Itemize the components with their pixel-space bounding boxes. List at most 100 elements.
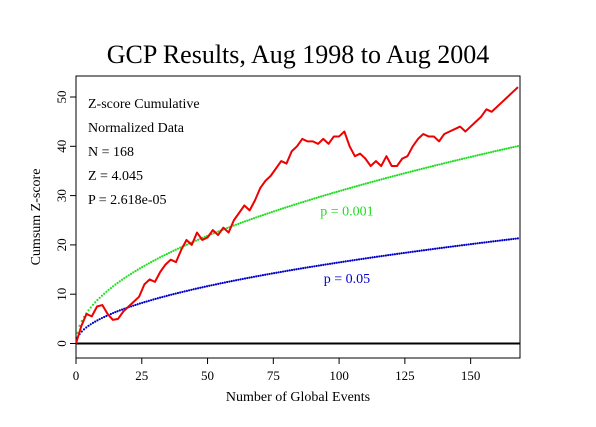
threshold-point	[411, 250, 414, 253]
threshold-point	[127, 274, 130, 277]
x-axis-label: Number of Global Events	[226, 390, 370, 405]
threshold-point	[322, 194, 325, 197]
threshold-point	[447, 245, 450, 249]
threshold-point	[299, 201, 303, 204]
threshold-point	[237, 278, 240, 281]
threshold-point	[400, 252, 403, 255]
threshold-point	[306, 266, 309, 269]
threshold-point	[290, 204, 294, 207]
threshold-point	[141, 266, 144, 269]
threshold-point	[100, 294, 104, 297]
threshold-point	[132, 304, 135, 307]
threshold-point	[158, 296, 162, 299]
threshold-point	[293, 268, 296, 271]
threshold-point	[434, 164, 437, 167]
threshold-point	[109, 312, 112, 316]
threshold-point	[196, 287, 200, 290]
threshold-point	[293, 203, 296, 206]
threshold-point	[118, 280, 121, 283]
threshold-point	[489, 151, 493, 154]
threshold-point	[277, 208, 280, 211]
threshold-point	[255, 275, 258, 278]
threshold-point	[250, 276, 253, 279]
threshold-point	[183, 290, 186, 293]
threshold-point	[454, 245, 457, 248]
threshold-point	[217, 230, 220, 233]
threshold-point	[311, 198, 314, 201]
threshold-point	[264, 273, 267, 276]
threshold-point	[116, 281, 119, 285]
threshold-point	[96, 319, 99, 322]
threshold-point	[380, 178, 383, 181]
threshold-point	[373, 180, 376, 183]
threshold-point	[378, 178, 381, 182]
threshold-point	[516, 237, 519, 240]
threshold-point	[337, 190, 341, 193]
threshold-point	[420, 249, 423, 252]
threshold-point	[469, 155, 473, 158]
threshold-point	[201, 286, 204, 289]
threshold-point	[384, 254, 388, 257]
threshold-point	[306, 199, 309, 202]
threshold-point	[147, 299, 150, 302]
threshold-point	[264, 213, 267, 216]
threshold-point	[369, 256, 372, 259]
threshold-point	[304, 266, 307, 269]
threshold-point	[232, 279, 235, 282]
x-tick-label: 125	[395, 368, 415, 383]
threshold-point	[366, 256, 370, 260]
threshold-point	[427, 248, 430, 251]
threshold-point	[447, 161, 450, 164]
threshold-point	[393, 253, 396, 256]
threshold-point	[176, 291, 180, 295]
threshold-point	[226, 226, 229, 230]
threshold-point	[111, 285, 115, 288]
threshold-point	[185, 243, 188, 246]
info-line: P = 2.618e-05	[88, 193, 167, 208]
threshold-point	[465, 243, 468, 246]
threshold-point	[158, 256, 162, 259]
threshold-point	[389, 175, 392, 179]
threshold-point	[212, 283, 215, 286]
threshold-point	[420, 167, 423, 170]
threshold-point	[273, 272, 276, 275]
threshold-point	[174, 292, 177, 295]
threshold-point	[501, 148, 504, 151]
threshold-point	[485, 241, 488, 244]
threshold-point	[451, 245, 455, 248]
threshold-curve: p = 0.05	[76, 237, 519, 339]
threshold-point	[322, 263, 325, 266]
threshold-point	[326, 263, 329, 266]
threshold-point	[255, 216, 258, 219]
threshold-point	[507, 238, 511, 241]
threshold-point	[161, 295, 164, 299]
threshold-point	[498, 149, 502, 152]
threshold-point	[219, 282, 222, 285]
threshold-point	[266, 273, 269, 276]
threshold-point	[239, 278, 242, 281]
threshold-point	[221, 281, 224, 285]
threshold-label: p = 0.05	[324, 272, 370, 287]
threshold-point	[98, 318, 101, 321]
threshold-point	[152, 298, 155, 301]
threshold-point	[487, 151, 490, 154]
threshold-point	[333, 191, 336, 194]
threshold-point	[384, 177, 388, 180]
threshold-point	[147, 262, 150, 265]
threshold-point	[349, 186, 352, 190]
threshold-point	[118, 309, 121, 312]
threshold-point	[277, 271, 280, 274]
threshold-point	[440, 162, 443, 165]
threshold-point	[295, 202, 298, 206]
threshold-point	[237, 222, 240, 225]
threshold-point	[335, 261, 338, 264]
threshold-point	[134, 269, 137, 273]
threshold-point	[194, 239, 197, 242]
threshold-point	[436, 247, 439, 250]
threshold-point	[474, 154, 477, 157]
threshold-point	[353, 258, 356, 262]
threshold-point	[487, 240, 490, 244]
y-tick-label: 30	[54, 189, 69, 202]
threshold-point	[259, 274, 262, 277]
threshold-point	[449, 160, 452, 163]
